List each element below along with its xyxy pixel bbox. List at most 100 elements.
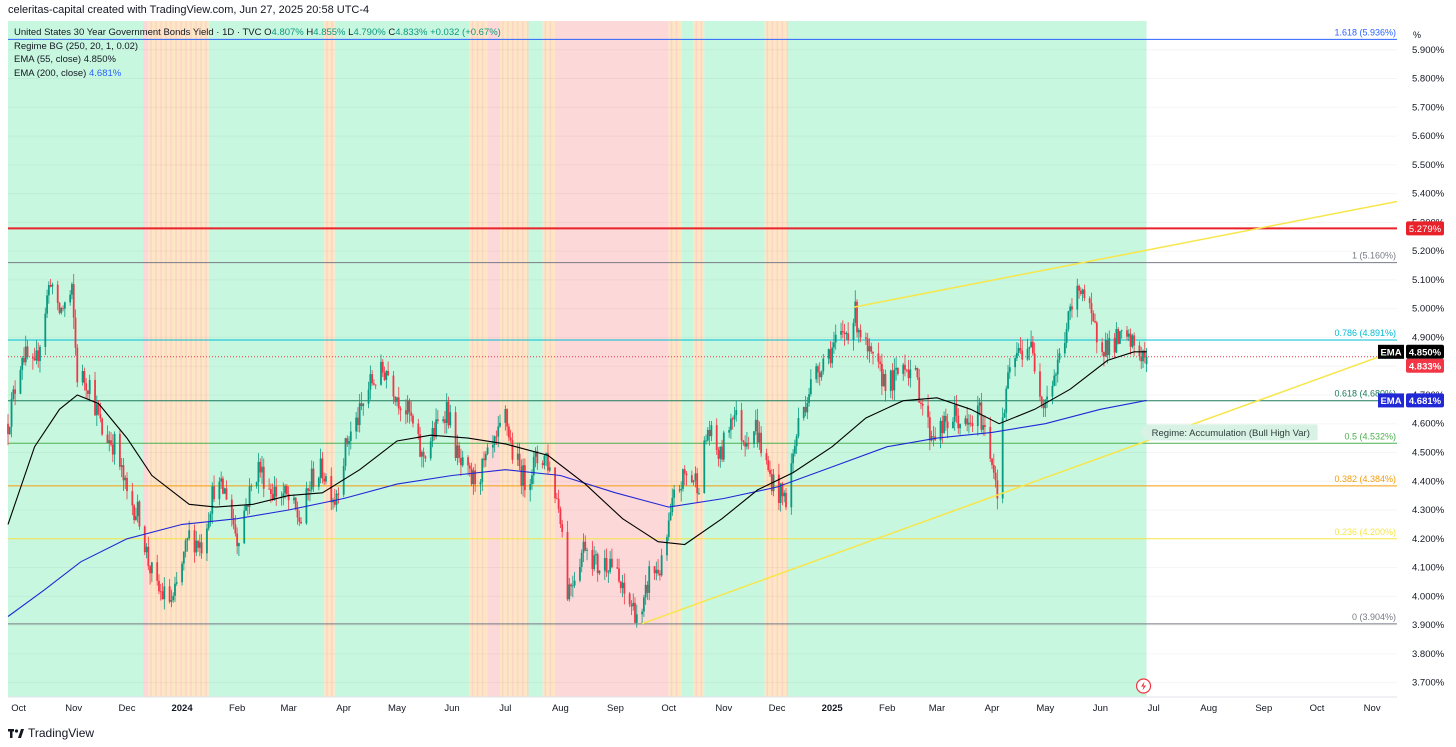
candle-body <box>580 552 583 567</box>
candle-body <box>344 438 347 467</box>
candle <box>683 465 686 486</box>
open-value: 4.807% <box>271 27 304 38</box>
candle-body <box>387 370 390 376</box>
legend-regime-row[interactable]: Regime BG (250, 20, 1, 0.02) <box>14 40 501 54</box>
candle <box>35 340 38 365</box>
candle <box>996 469 999 510</box>
candle-body <box>541 463 544 466</box>
candle <box>543 454 546 470</box>
candle <box>992 453 995 479</box>
candle-body <box>754 419 757 432</box>
candle <box>728 426 731 438</box>
candle <box>95 395 98 427</box>
resistance-tag-text: 5.279% <box>1409 224 1442 235</box>
trendline[interactable] <box>641 349 1398 625</box>
candle-body <box>200 542 203 554</box>
candle-body <box>619 581 622 589</box>
candle <box>603 549 606 581</box>
candle <box>1138 341 1141 361</box>
candle <box>230 494 233 527</box>
candle-body <box>827 349 830 359</box>
fib-level-label: 0.236 (4.200%) <box>1334 527 1396 537</box>
candle-body <box>1065 329 1068 343</box>
candle-body <box>785 492 787 508</box>
regime-stripe <box>527 21 529 697</box>
candle <box>753 431 755 448</box>
candle <box>23 347 25 365</box>
candle-body <box>603 557 606 571</box>
candle <box>46 289 48 319</box>
legend-ema55-row[interactable]: EMA (55, close) 4.850% <box>14 53 501 67</box>
candle-body <box>618 568 620 582</box>
candle <box>756 408 759 448</box>
low-label: L <box>348 27 354 38</box>
regime-stripe <box>695 21 698 697</box>
candle-body <box>307 488 310 491</box>
candle <box>559 506 562 529</box>
symbol-title[interactable]: United States 30 Year Government Bonds Y… <box>14 27 262 38</box>
axis-unit[interactable]: % <box>1413 30 1422 40</box>
candle-body <box>159 591 162 593</box>
x-axis-tick-label: Mar <box>929 703 945 714</box>
x-axis-panel[interactable] <box>0 697 1456 722</box>
candle <box>884 369 887 402</box>
candle-body <box>834 334 837 343</box>
candle <box>472 467 475 495</box>
candle <box>357 407 359 432</box>
candle-body <box>634 602 636 623</box>
regime-stripe <box>549 21 552 697</box>
candle-body <box>1031 341 1034 354</box>
brand-name[interactable]: TradingView <box>28 726 95 740</box>
x-axis-tick-label: Oct <box>1310 703 1325 714</box>
candle-body <box>1129 333 1132 347</box>
candle <box>582 533 585 563</box>
candle-body <box>1053 375 1056 386</box>
candle <box>300 517 302 525</box>
candle-body <box>275 486 278 497</box>
trendline[interactable] <box>853 200 1398 308</box>
candle <box>920 400 922 410</box>
candle <box>865 332 867 346</box>
candle-body <box>312 468 315 487</box>
candle <box>573 571 576 588</box>
chart-credit: celeritas-capital created with TradingVi… <box>8 4 370 16</box>
candle <box>1008 358 1011 380</box>
candle <box>138 500 141 530</box>
candle <box>108 431 111 452</box>
candle <box>369 365 372 400</box>
candle-body <box>868 346 871 352</box>
candle-body <box>690 475 693 483</box>
candle <box>534 447 537 468</box>
candle <box>959 423 961 435</box>
candle-body <box>232 518 235 525</box>
candle-body <box>1001 417 1004 499</box>
candle <box>33 347 36 361</box>
candle <box>159 583 162 601</box>
candle <box>605 548 608 578</box>
candle-body <box>971 423 974 427</box>
candle-body <box>21 357 24 370</box>
candle <box>969 414 972 427</box>
candle <box>507 423 510 442</box>
candle-body <box>1030 341 1032 348</box>
candle <box>611 548 613 569</box>
y-axis-tick-label: 5.000% <box>1412 304 1445 315</box>
candle-body <box>250 485 253 487</box>
regime-stripe <box>512 21 514 697</box>
candle-body <box>1015 352 1018 359</box>
candle <box>85 378 88 399</box>
candle <box>584 535 587 552</box>
candle-body <box>60 307 63 313</box>
candle <box>909 359 912 388</box>
candle-body <box>131 491 134 506</box>
candle <box>735 401 738 422</box>
candle-body <box>195 540 198 553</box>
legend-ema200-row[interactable]: EMA (200, close) 4.681% <box>14 67 501 81</box>
price-chart[interactable]: 1.618 (5.936%) 1 (5.160%) 0.786 (4.891%) 0.… <box>0 0 1456 722</box>
x-axis-tick-label: Mar <box>280 703 296 714</box>
candle <box>827 348 830 365</box>
candle <box>243 504 246 545</box>
candle <box>268 478 271 490</box>
candle <box>1083 284 1086 302</box>
candle <box>213 475 215 503</box>
